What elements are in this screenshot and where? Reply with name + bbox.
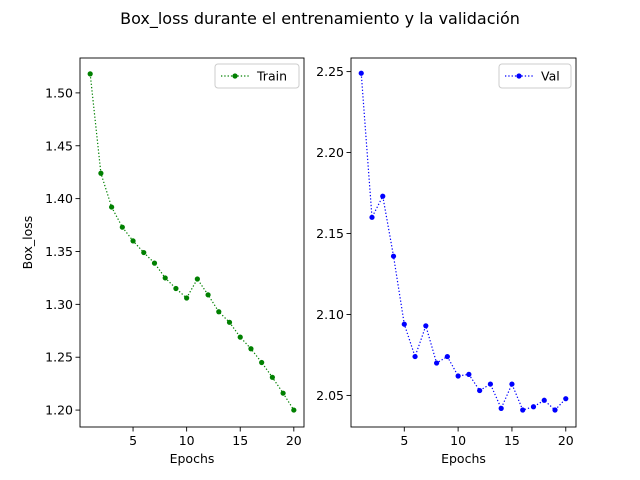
x-tick-label: 15 (232, 433, 248, 448)
data-point-val-8 (433, 360, 440, 366)
data-point-train-20 (291, 407, 297, 413)
data-point-train-9 (173, 285, 179, 292)
data-point-train-1 (87, 71, 93, 77)
legend-box (498, 63, 572, 89)
x-tick-label: 5 (129, 433, 137, 448)
data-point-train-13 (216, 309, 222, 315)
y-tick-label: 1.25 (45, 350, 73, 365)
x-tick-label: 20 (558, 433, 574, 448)
data-point-train-15 (237, 334, 243, 340)
data-point-val-15 (509, 381, 515, 387)
data-point-train-6 (141, 249, 147, 256)
y-tick-label: 1.45 (45, 138, 73, 153)
data-point-val-20 (563, 396, 569, 402)
x-tick-label: 20 (286, 433, 302, 448)
y-tick-label: 1.35 (45, 244, 73, 259)
axes-frame (350, 57, 577, 428)
data-point-train-8 (162, 275, 168, 281)
axes-frame (79, 57, 305, 428)
legend: Val (498, 63, 572, 89)
y-tick-label: 1.50 (45, 85, 73, 100)
data-point-val-17 (530, 404, 537, 410)
y-tick-label: 1.20 (45, 403, 73, 418)
data-point-val-18 (541, 397, 547, 403)
data-point-val-14 (498, 405, 504, 411)
data-point-train-14 (226, 319, 233, 325)
data-point-val-5 (401, 321, 407, 327)
y-tick-label: 1.40 (45, 191, 73, 206)
data-point-val-16 (520, 407, 526, 413)
legend-label: Val (541, 69, 560, 84)
train-panel: 5 10 15 20 1.20 1.25 1.30 1.35 1.40 1.45 1.50 Epoch… (20, 57, 305, 466)
data-point-val-12 (477, 387, 483, 394)
data-point-val-10 (455, 373, 461, 379)
y-tick-label: 2.15 (316, 226, 344, 241)
data-point-train-2 (98, 170, 104, 176)
x-tick-label: 10 (179, 433, 195, 448)
data-point-train-10 (184, 295, 190, 301)
data-point-train-16 (248, 346, 254, 352)
data-point-val-3 (380, 193, 386, 199)
x-axis-label: Epochs (441, 451, 486, 466)
data-point-train-12 (205, 292, 211, 298)
data-point-train-19 (280, 390, 286, 396)
data-point-train-17 (259, 359, 265, 366)
y-tick-label: 2.05 (316, 388, 344, 403)
legend-marker (516, 73, 522, 79)
y-tick-label: 1.30 (45, 297, 73, 312)
x-tick-label: 15 (504, 433, 520, 448)
data-point-val-9 (444, 353, 450, 360)
data-point-train-5 (130, 238, 136, 244)
data-point-val-7 (423, 323, 429, 329)
figure-title: Box_loss durante el entrenamiento y la v… (120, 9, 520, 29)
legend-marker (232, 73, 238, 79)
data-point-train-18 (269, 374, 275, 380)
y-axis-label: Box_loss (20, 216, 35, 270)
legend: Train (214, 63, 300, 89)
x-tick-label: 10 (450, 433, 466, 448)
data-point-val-11 (466, 371, 472, 377)
data-point-train-11 (194, 276, 200, 282)
data-point-val-1 (358, 70, 364, 76)
data-point-train-3 (109, 204, 115, 210)
series-line-train (89, 73, 295, 411)
data-point-val-2 (369, 214, 375, 220)
legend-label: Train (256, 69, 287, 84)
data-point-val-6 (412, 353, 418, 360)
data-point-train-7 (151, 260, 158, 266)
x-tick-label: 5 (400, 433, 408, 448)
data-point-val-4 (390, 253, 397, 259)
y-tick-label: 2.20 (316, 145, 344, 160)
val-panel: 5 10 15 20 2.05 2.10 2.15 2.20 2.25 Epochs Val (316, 57, 577, 466)
y-tick-label: 2.25 (316, 64, 344, 79)
data-point-val-19 (552, 407, 558, 413)
legend-box (214, 63, 300, 89)
x-axis-label: Epochs (170, 451, 215, 466)
data-point-train-4 (119, 224, 125, 230)
y-tick-label: 2.10 (316, 307, 344, 322)
data-point-val-13 (487, 381, 494, 387)
